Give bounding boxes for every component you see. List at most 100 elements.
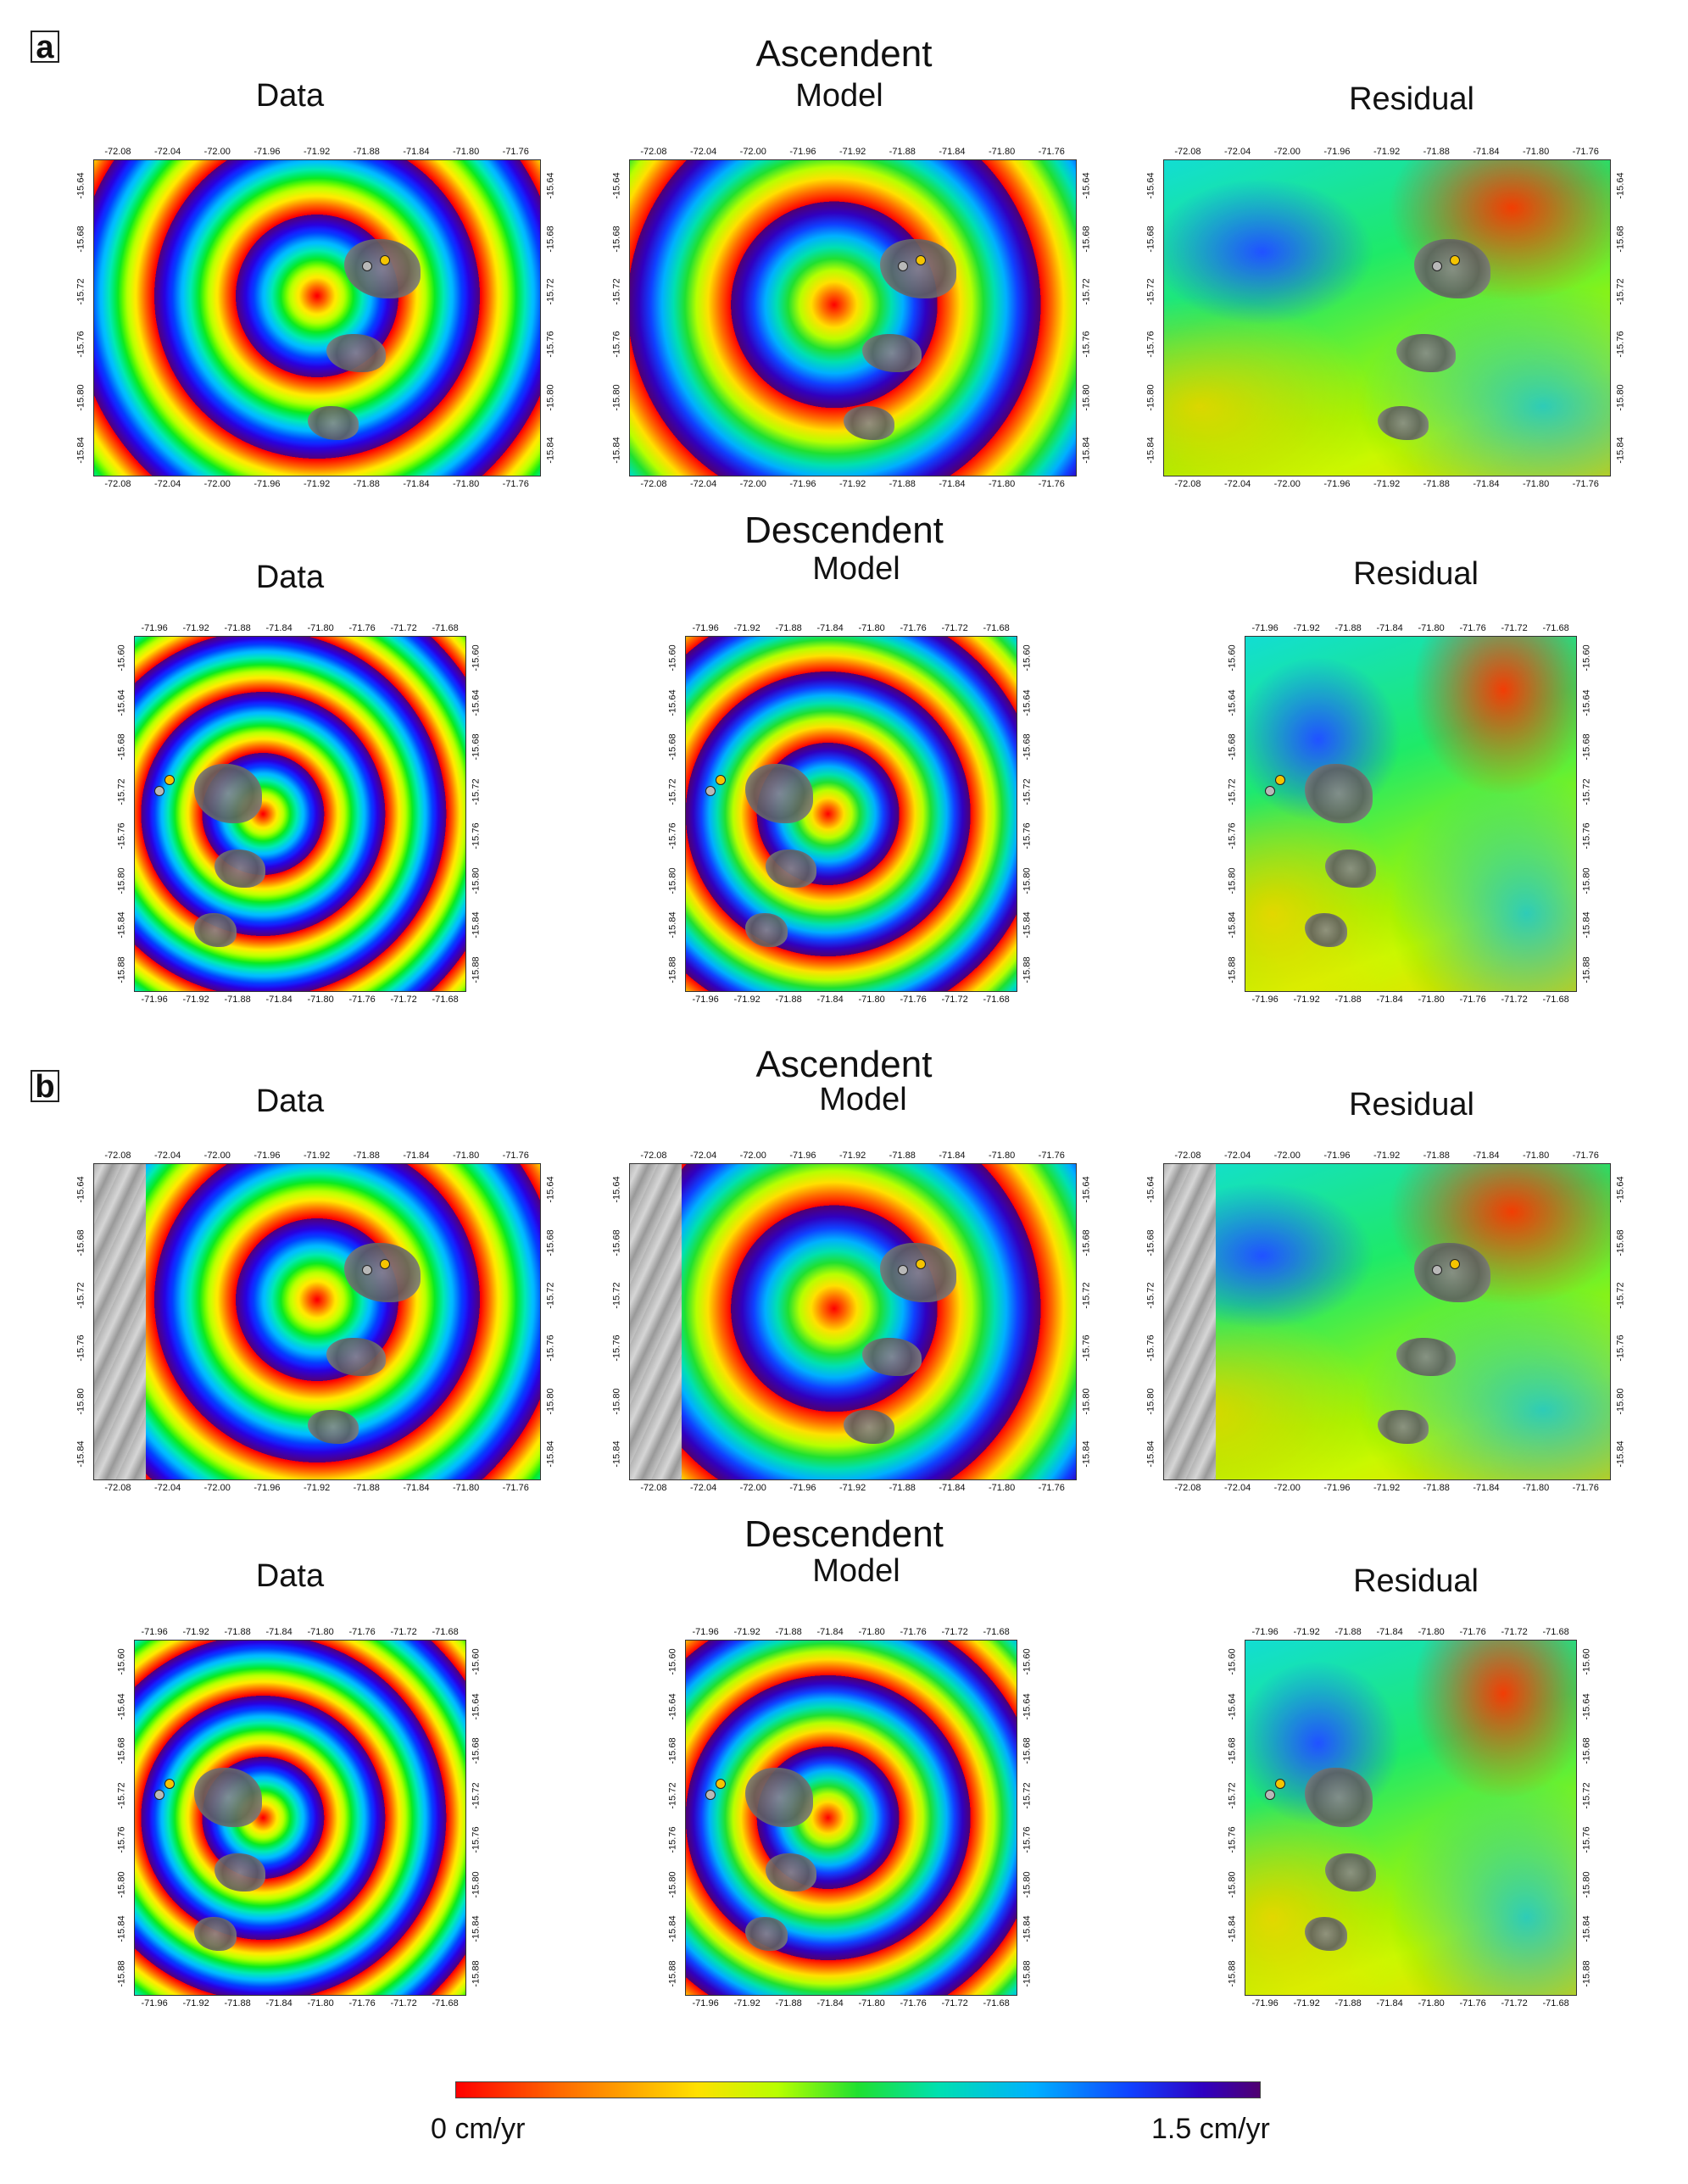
longitude-tick-label: -72.00 — [203, 479, 231, 489]
longitude-tick-label: -72.04 — [154, 1150, 181, 1161]
latitude-tick-label: -15.68 — [1227, 733, 1238, 760]
longitude-tick-label: -71.92 — [1373, 1483, 1401, 1493]
interferogram-field — [135, 637, 465, 991]
latitude-tick-label: -15.76 — [1581, 822, 1592, 850]
longitude-tick-label: -71.96 — [1251, 1998, 1279, 2008]
longitude-tick-label: -71.92 — [182, 1627, 209, 1637]
latitude-tick-label: -15.72 — [471, 778, 482, 805]
longitude-tick-label: -71.76 — [348, 1998, 376, 2008]
longitude-tick-label: -71.96 — [692, 994, 719, 1005]
longitude-tick-label: -71.96 — [141, 623, 168, 633]
volcano-topography — [1378, 1410, 1429, 1445]
longitude-tick-label: -72.08 — [104, 1150, 131, 1161]
longitude-tick-label: -72.04 — [690, 147, 717, 157]
longitude-tick-label: -72.00 — [1273, 479, 1301, 489]
longitude-tick-label: -71.96 — [1323, 479, 1351, 489]
volcano-topography — [343, 1243, 421, 1302]
volcano-topography — [194, 913, 237, 948]
latitude-tick-label: -15.76 — [611, 1334, 622, 1362]
volcano-topography — [1396, 1337, 1456, 1376]
longitude-tick-label: -71.92 — [1373, 147, 1401, 157]
latitude-tick-label: -15.72 — [1615, 1282, 1626, 1309]
latitude-tick-label: -15.64 — [1615, 172, 1626, 199]
latitude-tick-label: -15.80 — [116, 1871, 127, 1898]
latitude-tick-label: -15.64 — [1081, 1176, 1092, 1203]
map-panel: -71.96 -71.96 -71.92 -71.92 -71.88 -71.88 -71.… — [109, 610, 492, 1017]
map-panel: -71.96 -71.96 -71.92 -71.92 -71.88 -71.88 -71.… — [660, 1614, 1043, 2021]
longitude-tick-label: -72.08 — [640, 479, 667, 489]
latitude-tick-label: -15.80 — [611, 383, 622, 411]
longitude-tick-label: -71.96 — [1323, 147, 1351, 157]
longitude-tick-label: -71.92 — [1293, 1998, 1320, 2008]
volcano-topography — [1324, 1852, 1376, 1892]
longitude-tick-label: -71.76 — [1459, 1998, 1486, 2008]
latitude-tick-label: -15.76 — [75, 1334, 86, 1362]
latitude-tick-label: -15.80 — [1227, 867, 1238, 894]
latitude-tick-label: -15.68 — [667, 733, 678, 760]
volcano-topography — [1305, 913, 1348, 948]
longitude-tick-label: -71.80 — [1523, 147, 1550, 157]
latitude-tick-label: -15.76 — [116, 1826, 127, 1853]
panel-title: Residual — [1349, 81, 1474, 117]
latitude-tick-label: -15.68 — [1022, 1737, 1033, 1764]
latitude-tick-label: -15.64 — [1227, 689, 1238, 716]
latitude-tick-label: -15.84 — [1081, 1440, 1092, 1468]
deformation-map — [93, 159, 541, 476]
longitude-tick-label: -72.08 — [104, 1483, 131, 1493]
latitude-tick-label: -15.68 — [1081, 225, 1092, 253]
latitude-tick-label: -15.72 — [1581, 778, 1592, 805]
longitude-tick-label: -72.04 — [690, 479, 717, 489]
latitude-tick-label: -15.80 — [471, 1871, 482, 1898]
latitude-tick-label: -15.88 — [667, 956, 678, 983]
deformation-map — [1163, 159, 1611, 476]
latitude-tick-label: -15.80 — [1581, 867, 1592, 894]
longitude-tick-label: -71.76 — [502, 1483, 529, 1493]
longitude-tick-label: -71.84 — [1473, 147, 1500, 157]
latitude-tick-label: -15.72 — [1227, 778, 1238, 805]
longitude-tick-label: -71.68 — [432, 623, 459, 633]
longitude-tick-label: -72.00 — [739, 147, 766, 157]
latitude-tick-label: -15.84 — [1145, 437, 1156, 464]
latitude-tick-label: -15.72 — [1081, 1282, 1092, 1309]
longitude-tick-label: -71.72 — [941, 1627, 968, 1637]
longitude-tick-label: -72.04 — [1224, 1483, 1251, 1493]
longitude-tick-label: -71.68 — [1542, 1627, 1569, 1637]
longitude-tick-label: -71.92 — [1373, 1150, 1401, 1161]
longitude-tick-label: -71.84 — [1376, 1998, 1403, 2008]
longitude-tick-label: -72.00 — [203, 1150, 231, 1161]
volcano-topography — [214, 849, 265, 888]
latitude-tick-label: -15.60 — [1227, 644, 1238, 671]
grey-station-marker — [154, 1789, 165, 1800]
latitude-tick-label: -15.84 — [75, 437, 86, 464]
hillshade-strip — [630, 1164, 682, 1479]
latitude-tick-label: -15.64 — [611, 1176, 622, 1203]
latitude-tick-label: -15.68 — [1615, 225, 1626, 253]
yellow-station-marker — [716, 775, 727, 786]
row-title-a-descendent: Descendent — [744, 510, 944, 551]
latitude-tick-label: -15.84 — [1227, 1915, 1238, 1942]
grey-station-marker — [361, 261, 372, 272]
longitude-tick-label: -71.92 — [1293, 994, 1320, 1005]
longitude-tick-label: -72.00 — [739, 479, 766, 489]
longitude-tick-label: -71.88 — [1334, 623, 1362, 633]
panel-label-b: b — [31, 1070, 59, 1103]
longitude-tick-label: -72.04 — [1224, 1150, 1251, 1161]
longitude-tick-label: -71.80 — [453, 1150, 480, 1161]
latitude-tick-label: -15.84 — [545, 1440, 556, 1468]
latitude-tick-label: -15.64 — [1581, 689, 1592, 716]
longitude-tick-label: -71.76 — [900, 623, 927, 633]
longitude-tick-label: -71.88 — [353, 1483, 380, 1493]
longitude-tick-label: -71.88 — [224, 623, 251, 633]
longitude-tick-label: -71.76 — [1038, 479, 1065, 489]
latitude-tick-label: -15.88 — [116, 956, 127, 983]
longitude-tick-label: -71.76 — [1572, 1483, 1599, 1493]
volcano-topography — [1396, 333, 1456, 372]
longitude-tick-label: -71.84 — [265, 1998, 292, 2008]
longitude-tick-label: -71.72 — [390, 623, 417, 633]
volcano-topography — [765, 849, 816, 888]
panel-title: Model — [819, 1082, 907, 1117]
latitude-tick-label: -15.84 — [75, 1440, 86, 1468]
longitude-tick-label: -71.92 — [304, 147, 331, 157]
latitude-tick-label: -15.80 — [471, 867, 482, 894]
volcano-topography — [844, 1410, 895, 1445]
